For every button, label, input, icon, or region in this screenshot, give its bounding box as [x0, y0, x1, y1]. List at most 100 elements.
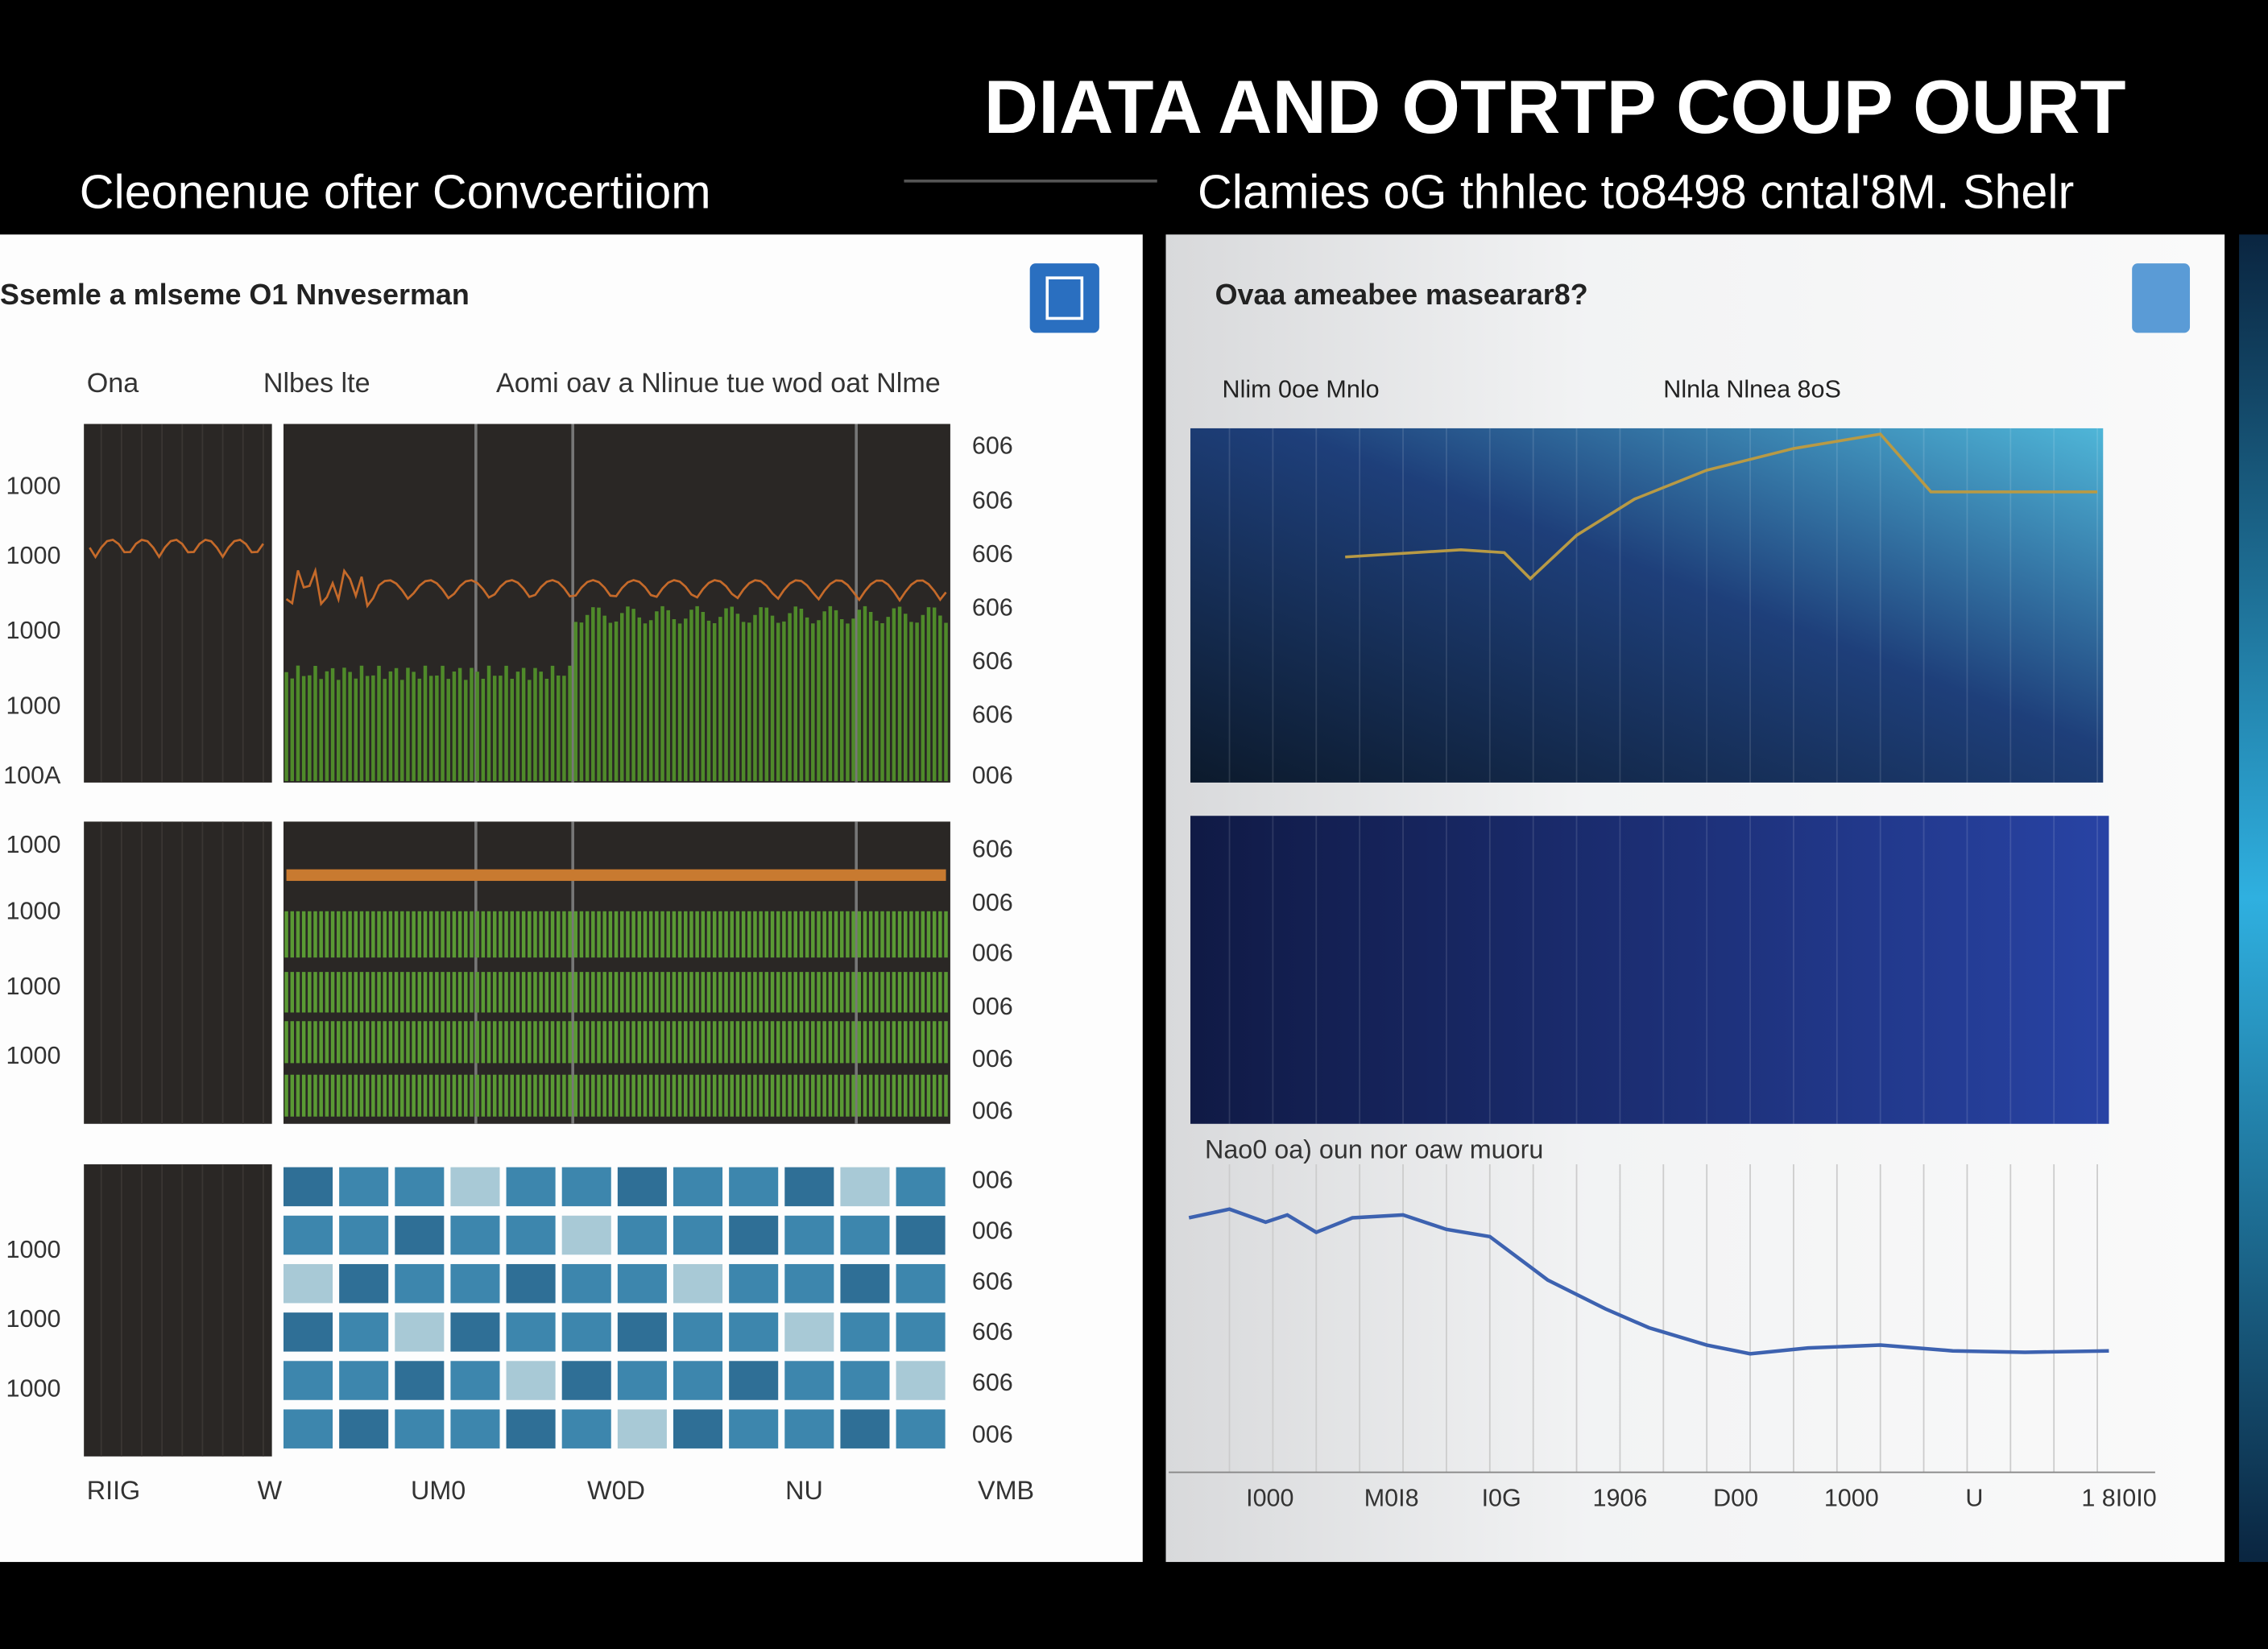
cell-decor — [729, 1263, 779, 1304]
cell-decor — [339, 1263, 389, 1304]
cell-decor — [896, 1167, 946, 1207]
cell-decor — [617, 1263, 667, 1304]
axis-label: RIIG — [87, 1476, 140, 1505]
cell-decor — [617, 1312, 667, 1352]
cell-decor — [561, 1409, 611, 1449]
axis-label: W0D — [587, 1476, 645, 1505]
cell-decor — [395, 1312, 445, 1352]
cell-decor — [617, 1361, 667, 1400]
cell-decor — [450, 1409, 500, 1449]
cell-decor — [617, 1167, 667, 1207]
cell-decor — [896, 1409, 946, 1449]
cell-decor — [339, 1215, 389, 1255]
cell-decor — [506, 1167, 556, 1207]
cell-decor — [506, 1312, 556, 1352]
axis-label: 006 — [972, 762, 1013, 789]
cell-decor — [673, 1312, 723, 1352]
cell-decor — [673, 1215, 723, 1255]
chart — [1190, 816, 2109, 1124]
axis-label: 1000 — [6, 831, 61, 858]
cell-decor — [450, 1167, 500, 1207]
panel-title: Ssemle a mlseme O1 Nnveserman — [0, 278, 470, 311]
chart-header: Nlnla Nlnea 8oS — [1663, 375, 1841, 403]
axis-label: 1000 — [6, 692, 61, 720]
cell-decor — [395, 1215, 445, 1255]
axis-label: 1000 — [6, 973, 61, 1000]
axis-label: 1000 — [6, 1236, 61, 1263]
axis-label: VMB — [978, 1476, 1034, 1505]
cell-decor — [284, 1409, 333, 1449]
cell-decor — [840, 1263, 890, 1304]
chart — [1190, 428, 2104, 783]
cell-decor — [784, 1409, 834, 1449]
axis-label: 1000 — [6, 1305, 61, 1333]
cell-decor — [784, 1312, 834, 1352]
icon — [1029, 263, 1099, 333]
band-decor — [286, 869, 946, 882]
cell-decor — [561, 1361, 611, 1400]
cell-decor — [840, 1167, 890, 1207]
axis-label: 1000 — [6, 617, 61, 644]
chart-header: Nlim 0oe Mnlo — [1223, 375, 1380, 403]
axis-label: 006 — [972, 1421, 1013, 1449]
axis-label: I000 — [1246, 1485, 1293, 1512]
cell-decor — [561, 1312, 611, 1352]
cell-decor — [339, 1361, 389, 1400]
axis-label: 606 — [972, 701, 1013, 728]
axis-label: U — [1965, 1485, 1983, 1512]
cell-decor — [450, 1312, 500, 1352]
axis-label: 006 — [972, 1217, 1013, 1245]
cell-decor — [339, 1312, 389, 1352]
axis-label: 006 — [972, 940, 1013, 967]
cell-decor — [617, 1215, 667, 1255]
axis-label: 1000 — [6, 473, 61, 500]
cell-decor — [784, 1215, 834, 1255]
cell-decor — [729, 1312, 779, 1352]
axis-label: 606 — [972, 432, 1013, 459]
axis-label: W — [258, 1476, 283, 1505]
axis-label: 1000 — [6, 542, 61, 569]
cell-decor — [896, 1312, 946, 1352]
axis-label: M0I8 — [1364, 1485, 1419, 1512]
cell-decor — [284, 1361, 333, 1400]
panel-title: Ovaa ameabee masearar8? — [1215, 278, 1588, 311]
axis-label: 1000 — [6, 1374, 61, 1402]
cell-decor — [506, 1409, 556, 1449]
page-title: DIATA AND OTRTP COUP OURT — [984, 64, 2126, 149]
axis-label: UM0 — [411, 1476, 466, 1505]
cell-decor — [729, 1215, 779, 1255]
cell-decor — [450, 1361, 500, 1400]
cell-decor — [395, 1263, 445, 1304]
chart-thumb — [84, 424, 272, 783]
trace-decor — [285, 566, 947, 609]
cell-decor — [784, 1361, 834, 1400]
chart-label: Nao0 oa) oun nor oaw muoru — [1205, 1134, 1543, 1163]
cell-decor — [673, 1263, 723, 1304]
cell-decor — [284, 1263, 333, 1304]
subtitle: Cleonenue ofter Convcertiiom — [80, 164, 711, 218]
axis-label: 006 — [972, 1167, 1013, 1194]
axis-label: 006 — [972, 889, 1013, 916]
cell-decor — [284, 1167, 333, 1207]
axis-label: 100A — [3, 762, 61, 789]
cell-decor — [395, 1409, 445, 1449]
axis-label: 606 — [972, 647, 1013, 675]
cell-decor — [339, 1409, 389, 1449]
axis-label: 006 — [972, 1097, 1013, 1124]
chart-thumb — [84, 1164, 272, 1457]
axis-label: 1 8I0I0 — [2081, 1485, 2156, 1512]
cell-decor — [561, 1263, 611, 1304]
edge-strip — [2239, 234, 2268, 1562]
cell-decor — [840, 1215, 890, 1255]
icon — [2132, 263, 2191, 333]
column-header: Aomi oav a Nlinue tue wod oat Nlme — [496, 368, 941, 399]
cell-decor — [506, 1361, 556, 1400]
cell-decor — [395, 1167, 445, 1207]
cell-decor — [450, 1215, 500, 1255]
trace-decor — [1188, 1207, 2109, 1356]
cell-decor — [896, 1263, 946, 1304]
column-header: Ona — [87, 368, 139, 399]
cell-decor — [840, 1312, 890, 1352]
cell-decor — [673, 1361, 723, 1400]
